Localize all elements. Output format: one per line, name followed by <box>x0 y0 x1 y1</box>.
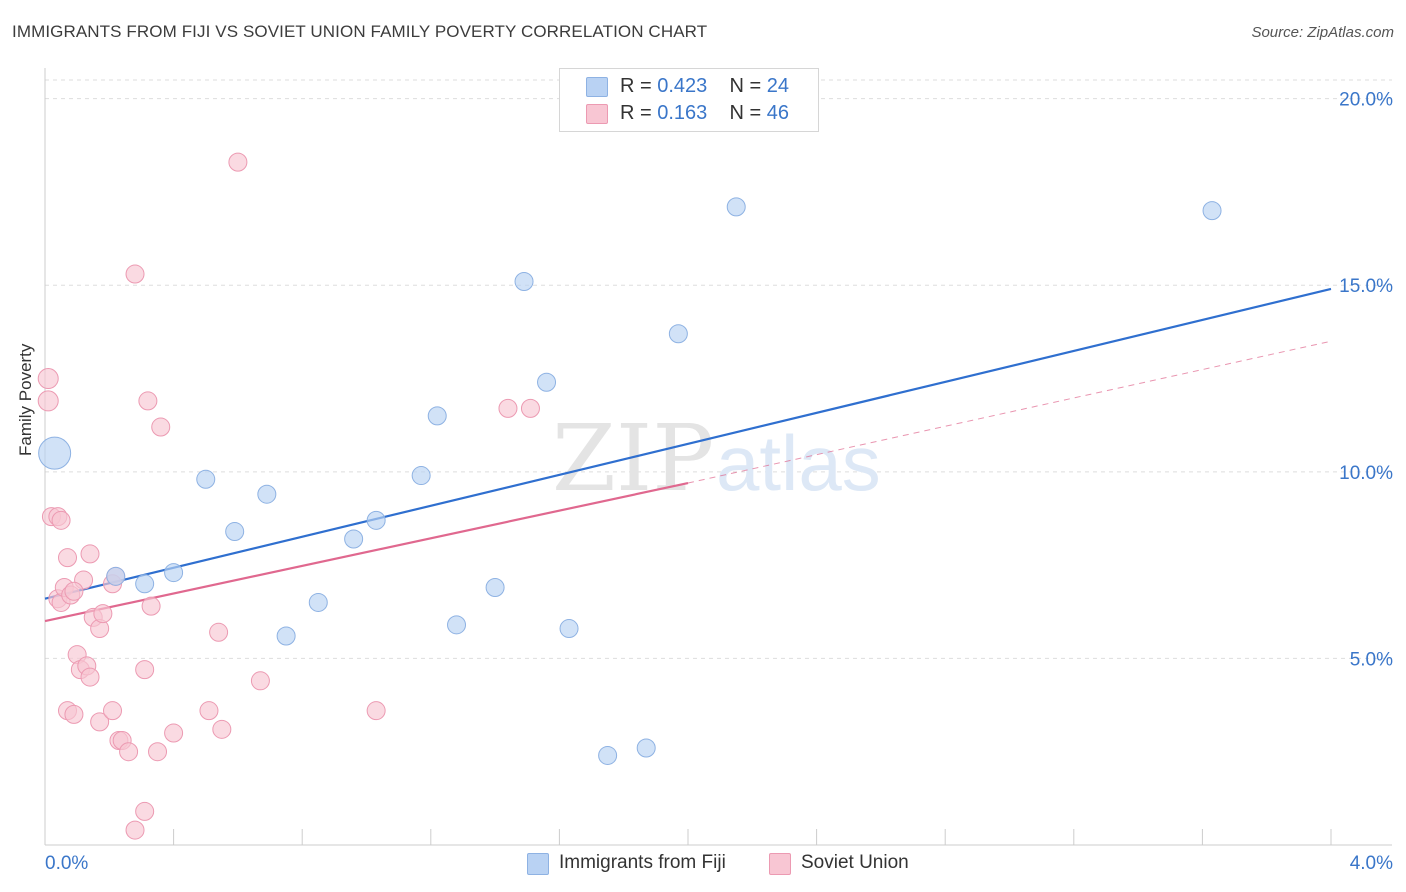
source-label: Source: ZipAtlas.com <box>1251 24 1394 41</box>
data-point-fiji <box>598 745 618 765</box>
data-point-soviet <box>151 417 171 437</box>
data-point-fiji <box>225 522 245 542</box>
data-point-soviet <box>520 398 540 418</box>
legend-n-value-fiji: 24 <box>766 75 790 97</box>
chart-title: IMMIGRANTS FROM FIJI VS SOVIET UNION FAM… <box>12 22 708 41</box>
data-point-fiji <box>427 406 447 426</box>
data-point-fiji <box>344 529 364 549</box>
data-point-fiji <box>485 578 505 598</box>
legend-r-label: R = <box>620 102 652 124</box>
legend-r-label: R = <box>620 75 652 97</box>
legend-swatch-fiji <box>586 77 608 97</box>
legend-r-value-fiji: 0.423 <box>657 75 708 97</box>
data-point-soviet <box>90 712 110 732</box>
data-point-soviet <box>228 152 248 172</box>
data-point-soviet <box>250 671 270 691</box>
data-point-soviet <box>103 701 123 721</box>
legend-n-value-soviet: 46 <box>766 102 790 124</box>
data-point-soviet <box>141 596 161 616</box>
watermark-atlas: atlas <box>716 419 881 507</box>
data-point-soviet <box>135 801 155 821</box>
data-point-soviet <box>148 742 168 762</box>
data-point-fiji <box>308 592 328 612</box>
data-point-fiji <box>447 615 467 635</box>
y-tick-label: 5.0% <box>1350 649 1393 670</box>
data-point-soviet <box>64 704 84 724</box>
data-point-fiji <box>559 619 579 639</box>
watermark-zip: ZIP <box>552 405 714 512</box>
data-point-soviet <box>164 723 184 743</box>
data-point-fiji <box>636 738 656 758</box>
data-point-soviet <box>37 368 59 390</box>
data-point-fiji <box>537 372 557 392</box>
data-point-soviet <box>366 701 386 721</box>
legend-n-label: N = <box>729 102 762 124</box>
data-point-fiji <box>257 484 277 504</box>
data-point-soviet <box>498 398 518 418</box>
data-point-fiji <box>164 563 184 583</box>
legend-n-label: N = <box>729 75 762 97</box>
data-point-soviet <box>58 548 78 568</box>
y-tick-label: 20.0% <box>1339 90 1393 111</box>
series-label-soviet: Soviet Union <box>801 852 909 873</box>
data-point-fiji <box>514 272 534 292</box>
data-point-fiji <box>668 324 688 344</box>
series-swatch-fiji <box>527 853 549 875</box>
y-tick-label: 10.0% <box>1339 463 1393 484</box>
correlation-legend: R = 0.423 N = 24 R = 0.163 N = 46 <box>559 68 819 132</box>
data-point-fiji <box>366 510 386 530</box>
data-point-soviet <box>125 264 145 284</box>
data-point-fiji <box>726 197 746 217</box>
data-point-soviet <box>119 742 139 762</box>
series-label-fiji: Immigrants from Fiji <box>559 852 726 873</box>
data-point-soviet <box>64 581 84 601</box>
data-point-soviet <box>51 510 71 530</box>
x-tick-label-min: 0.0% <box>45 853 88 874</box>
data-point-fiji <box>411 466 431 486</box>
data-point-fiji <box>196 469 216 489</box>
x-tick-label-max: 4.0% <box>1350 853 1393 874</box>
data-point-soviet <box>125 820 145 840</box>
data-point-fiji <box>135 574 155 594</box>
y-axis-label: Family Poverty <box>16 343 35 456</box>
data-point-soviet <box>209 622 229 642</box>
trend-line-fiji <box>44 287 1332 600</box>
data-point-soviet <box>37 390 59 412</box>
data-point-soviet <box>93 604 113 624</box>
legend-swatch-soviet <box>586 104 608 124</box>
trend-line-soviet <box>44 481 689 623</box>
y-tick-label: 15.0% <box>1339 276 1393 297</box>
data-point-soviet <box>212 719 232 739</box>
data-point-fiji <box>106 566 126 586</box>
data-point-fiji <box>276 626 296 646</box>
data-point-fiji <box>1202 201 1222 221</box>
data-point-soviet <box>138 391 158 411</box>
data-point-soviet <box>199 701 219 721</box>
data-point-soviet <box>135 660 155 680</box>
data-point-soviet <box>80 667 100 687</box>
data-point-fiji <box>38 436 72 470</box>
legend-r-value-soviet: 0.163 <box>657 102 708 124</box>
series-swatch-soviet <box>769 853 791 875</box>
data-point-soviet <box>80 544 100 564</box>
